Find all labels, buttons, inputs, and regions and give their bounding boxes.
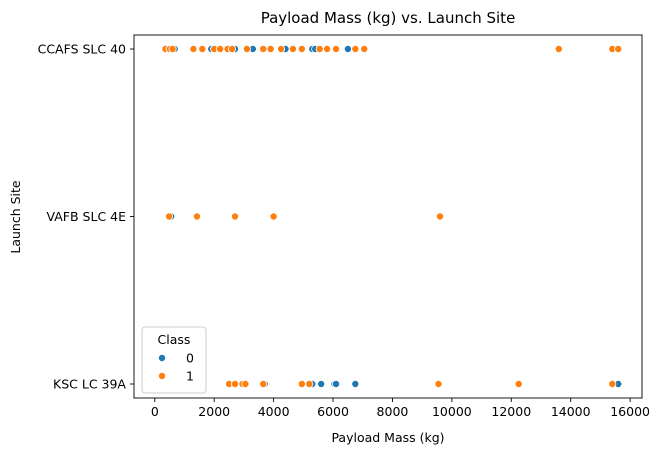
x-tick-label: 16000 bbox=[610, 404, 650, 419]
data-point-class-1 bbox=[231, 379, 240, 388]
data-point-class-1 bbox=[266, 45, 275, 54]
x-tick-label: 0 bbox=[151, 404, 159, 419]
data-point-class-1 bbox=[297, 45, 306, 54]
data-point-class-1 bbox=[332, 45, 341, 54]
x-axis-ticks: 0 2000 4000 6000 8000 10000 12000 14000 16000 bbox=[151, 398, 650, 419]
data-point-class-1 bbox=[241, 379, 250, 388]
data-point-class-1 bbox=[192, 212, 201, 221]
legend-marker bbox=[157, 371, 166, 380]
x-tick-label: 4000 bbox=[258, 404, 290, 419]
y-tick-label: VAFB SLC 4E bbox=[47, 209, 127, 224]
data-point-class-1 bbox=[297, 379, 306, 388]
data-point-class-1 bbox=[189, 45, 198, 54]
legend-label: 1 bbox=[186, 369, 194, 384]
chart-title: Payload Mass (kg) vs. Launch Site bbox=[261, 9, 516, 27]
y-tick-label: KSC LC 39A bbox=[53, 377, 126, 392]
x-tick-label: 10000 bbox=[432, 404, 472, 419]
data-point-class-1 bbox=[514, 379, 523, 388]
legend-box bbox=[141, 326, 207, 394]
data-point-class-1 bbox=[305, 379, 314, 388]
data-point-class-1 bbox=[554, 45, 563, 54]
x-tick-label: 8000 bbox=[377, 404, 409, 419]
y-axis-label: Launch Site bbox=[8, 180, 23, 254]
x-tick-label: 6000 bbox=[317, 404, 349, 419]
data-point-class-1 bbox=[198, 45, 207, 54]
legend: Class 01 bbox=[141, 326, 207, 394]
legend-marker bbox=[157, 353, 166, 362]
legend-label: 0 bbox=[186, 351, 194, 366]
legend-items: 01 bbox=[157, 351, 194, 384]
data-point-class-1 bbox=[434, 379, 443, 388]
data-point-class-1 bbox=[614, 45, 623, 54]
data-point-class-1 bbox=[360, 45, 369, 54]
data-point-class-0 bbox=[351, 379, 360, 388]
data-point-class-1 bbox=[351, 45, 360, 54]
plot-frame bbox=[133, 34, 643, 399]
data-point-class-1 bbox=[608, 379, 617, 388]
data-point-class-0 bbox=[332, 379, 341, 388]
data-point-class-0 bbox=[343, 45, 352, 54]
y-axis-ticks: CCAFS SLC 40 VAFB SLC 4E KSC LC 39A bbox=[38, 42, 134, 392]
data-point-class-1 bbox=[288, 45, 297, 54]
x-axis-label: Payload Mass (kg) bbox=[331, 430, 444, 445]
data-point-class-1 bbox=[277, 45, 286, 54]
data-point-class-1 bbox=[435, 212, 444, 221]
data-point-class-1 bbox=[315, 45, 324, 54]
data-point-class-1 bbox=[259, 379, 268, 388]
data-point-class-1 bbox=[259, 45, 268, 54]
data-point-class-1 bbox=[165, 212, 174, 221]
y-tick-label: CCAFS SLC 40 bbox=[38, 42, 126, 57]
x-tick-label: 2000 bbox=[198, 404, 230, 419]
data-point-class-1 bbox=[269, 212, 278, 221]
data-point-class-1 bbox=[216, 45, 225, 54]
data-points bbox=[161, 45, 623, 388]
data-point-class-1 bbox=[231, 212, 240, 221]
legend-title: Class bbox=[158, 332, 191, 347]
data-point-class-1 bbox=[323, 45, 332, 54]
data-point-class-1 bbox=[168, 45, 177, 54]
data-point-class-1 bbox=[242, 45, 251, 54]
data-point-class-0 bbox=[317, 379, 326, 388]
x-tick-label: 14000 bbox=[551, 404, 591, 419]
x-tick-label: 12000 bbox=[491, 404, 531, 419]
data-point-class-1 bbox=[228, 45, 237, 54]
